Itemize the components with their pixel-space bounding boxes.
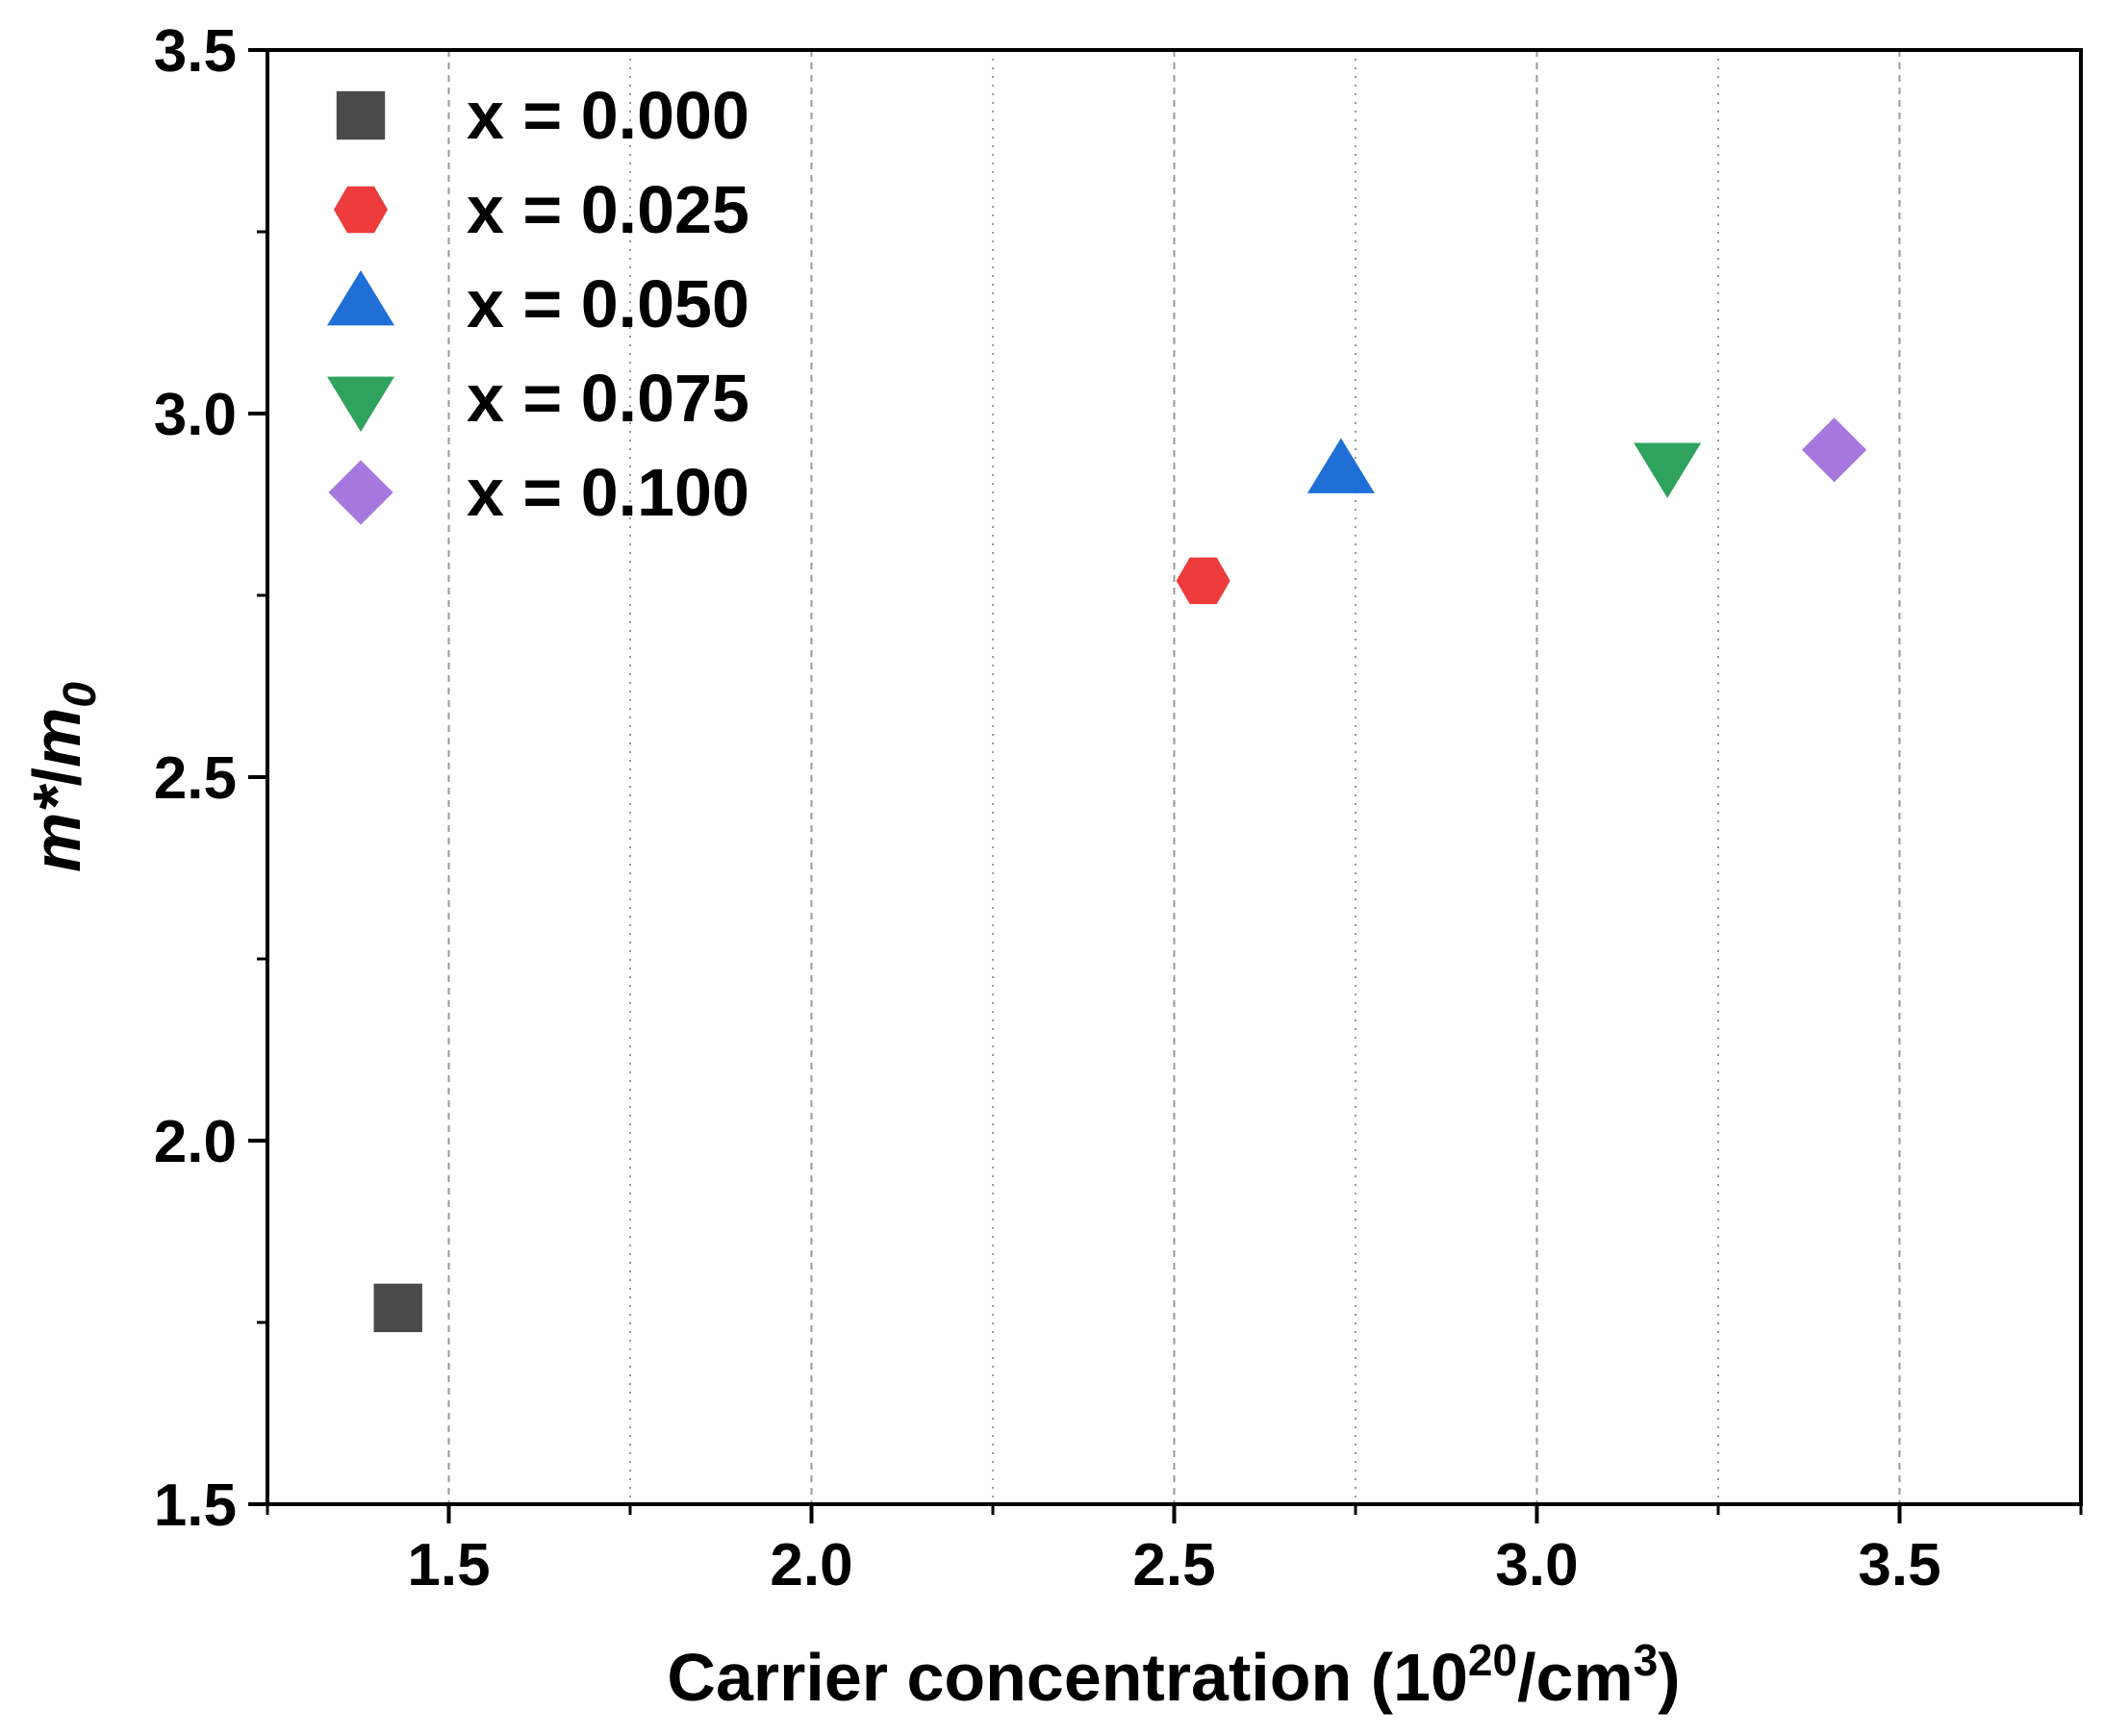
legend-label: x = 0.100	[467, 455, 749, 530]
y-axis-title-m: m	[19, 708, 94, 767]
data-point-triangle-down	[1634, 442, 1702, 498]
x-axis-title-close: )	[1658, 1640, 1680, 1715]
y-axis-title-mstar: m*	[19, 784, 94, 872]
y-tick-label: 2.5	[154, 745, 237, 812]
y-axis-title-subscript: 0	[55, 682, 106, 708]
x-axis-title: Carrier concentration (1020/cm3)	[667, 1635, 1680, 1715]
grid-lines	[447, 50, 1901, 1504]
y-tick-label: 3.0	[154, 382, 237, 448]
legend-label: x = 0.050	[467, 266, 749, 341]
y-tick-label: 2.0	[154, 1109, 237, 1175]
data-point-hexagon	[1176, 557, 1230, 605]
x-axis-title-unit-exponent: 3	[1634, 1635, 1659, 1685]
x-axis-title-exponent: 20	[1468, 1635, 1517, 1685]
legend-marker-diamond	[328, 460, 393, 525]
legend-marker-triangle-down	[327, 376, 394, 432]
data-point-diamond	[1802, 417, 1867, 483]
x-tick-label: 3.5	[1858, 1532, 1940, 1598]
tick-labels: 1.5 2.0 2.5 3.0 3.5 1.5 2.0 2.5 3.0 3.5	[154, 18, 1941, 1598]
legend-marker-hexagon	[334, 186, 388, 234]
legend-marker-triangle-up	[327, 270, 394, 326]
x-tick-label: 2.0	[770, 1532, 852, 1598]
legend-label: x = 0.025	[467, 172, 749, 247]
data-point-triangle-up	[1306, 438, 1375, 493]
x-axis-title-unit: /cm	[1517, 1640, 1634, 1715]
x-tick-label: 1.5	[407, 1532, 490, 1598]
y-tick-label: 3.5	[154, 18, 237, 85]
y-tick-label: 1.5	[154, 1472, 237, 1539]
legend: x = 0.000 x = 0.025 x = 0.050 x = 0.075 x = …	[327, 78, 749, 530]
y-axis-title-slash: /	[19, 767, 94, 786]
legend-label: x = 0.075	[467, 361, 749, 436]
y-axis-title: m*/m0	[19, 682, 106, 872]
data-points	[373, 417, 1867, 1333]
axis-ticks	[248, 48, 2083, 1523]
legend-label: x = 0.000	[467, 78, 749, 153]
x-axis-title-main: Carrier concentration (10	[667, 1640, 1467, 1715]
data-point-square	[373, 1283, 422, 1333]
x-tick-label: 2.5	[1132, 1532, 1215, 1598]
x-tick-label: 3.0	[1495, 1532, 1578, 1598]
legend-marker-square	[336, 90, 386, 140]
